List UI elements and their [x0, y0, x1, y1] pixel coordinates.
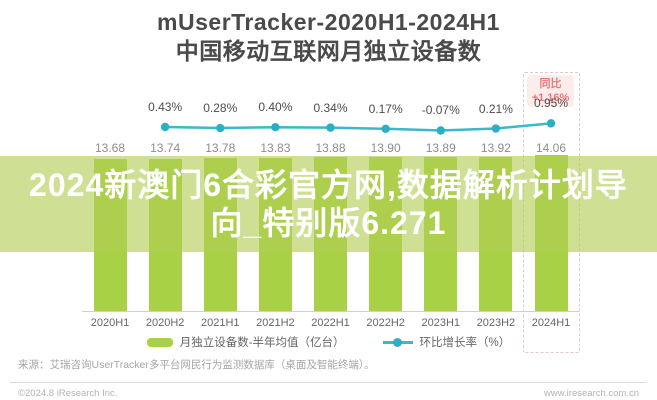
x-axis-label: 2023H2 — [476, 317, 516, 329]
bar-value-label: 13.89 — [425, 141, 456, 155]
line-legend-swatch-icon — [382, 337, 413, 347]
x-axis-label: 2020H1 — [90, 317, 130, 329]
growth-rate-label: 0.34% — [313, 100, 348, 115]
footer-bar: ©2024.8 iResearch Inc. www.iresearch.com… — [10, 382, 647, 400]
bar-value-label: 13.78 — [205, 141, 236, 155]
growth-rate-label: 0.28% — [203, 101, 238, 116]
bar-legend-swatch-icon — [146, 337, 173, 347]
x-axis-label: 2022H2 — [366, 317, 405, 329]
growth-rate-label: 0.40% — [258, 100, 293, 115]
website-url: www.iresearch.com.cn — [543, 388, 639, 399]
legend-bar-label: 月独立设备数-半年均值（亿台） — [179, 337, 345, 349]
banner-line-1: 2024新澳门6合彩官方网,数据解析计划导 — [29, 167, 628, 203]
growth-rate-label: -0.07% — [421, 103, 460, 118]
growth-rate-label: 0.17% — [368, 101, 403, 116]
title-line-2: 中国移动互联网月独立设备数 — [175, 38, 482, 64]
x-axis-label: 2022H1 — [311, 317, 350, 329]
x-axis-line — [82, 311, 579, 312]
x-axis-label: 2023H1 — [421, 317, 461, 329]
bar-value-label: 13.68 — [94, 141, 126, 155]
x-axis-label: 2020H2 — [145, 317, 185, 329]
legend-item-line: 环比增长率（%） — [382, 334, 511, 350]
growth-rate-label: 0.21% — [478, 101, 513, 116]
bar-value-label: 14.06 — [535, 141, 567, 155]
title-line-1: mUserTracker-2020H1-2024H1 — [157, 9, 500, 35]
copyright-text: ©2024.8 iResearch Inc. — [18, 388, 118, 399]
overlay-banner: 2024新澳门6合彩官方网,数据解析计划导 向_特别版6.271 — [0, 156, 657, 252]
legend-item-bar: 月独立设备数-半年均值（亿台） — [146, 334, 345, 350]
growth-rate-label: 0.95% — [533, 96, 569, 111]
legend: 月独立设备数-半年均值（亿台） 环比增长率（%） — [0, 334, 657, 350]
yoy-badge-value: +1.16% — [531, 92, 570, 104]
yoy-badge-label: 同比 — [539, 78, 562, 90]
bar-value-label: 13.92 — [480, 141, 511, 155]
x-axis-label: 2021H1 — [200, 317, 240, 329]
banner-line-2: 向_特别版6.271 — [210, 205, 447, 241]
bar-value-label: 13.90 — [370, 141, 401, 155]
source-note: 来源：艾瑞咨询UserTracker多平台网民行为监测数据库（桌面及智能终端）。 — [18, 359, 375, 371]
x-axis-label: 2021H2 — [256, 317, 295, 329]
line-legend-dot — [392, 337, 402, 347]
bar-value-label: 13.83 — [260, 141, 291, 155]
page-title: mUserTracker-2020H1-2024H1 中国移动互联网月独立设备数 — [0, 8, 657, 66]
bar-value-label: 13.74 — [150, 141, 181, 155]
bar-value-label: 13.88 — [315, 141, 346, 155]
x-axis-label: 2024H1 — [531, 317, 571, 329]
yoy-badge: 同比 +1.16% — [527, 75, 574, 107]
legend-line-label: 环比增长率（%） — [419, 337, 511, 349]
growth-rate-label: 0.43% — [148, 99, 183, 114]
